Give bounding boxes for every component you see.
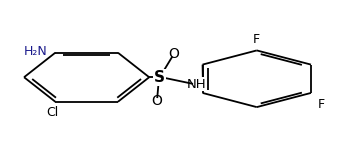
Text: S: S — [154, 70, 165, 85]
Text: O: O — [151, 94, 162, 107]
Text: F: F — [253, 33, 260, 46]
Text: NH: NH — [187, 78, 207, 91]
Text: O: O — [168, 47, 179, 61]
Text: Cl: Cl — [46, 106, 58, 119]
Text: F: F — [318, 98, 325, 111]
Text: H₂N: H₂N — [24, 45, 48, 58]
